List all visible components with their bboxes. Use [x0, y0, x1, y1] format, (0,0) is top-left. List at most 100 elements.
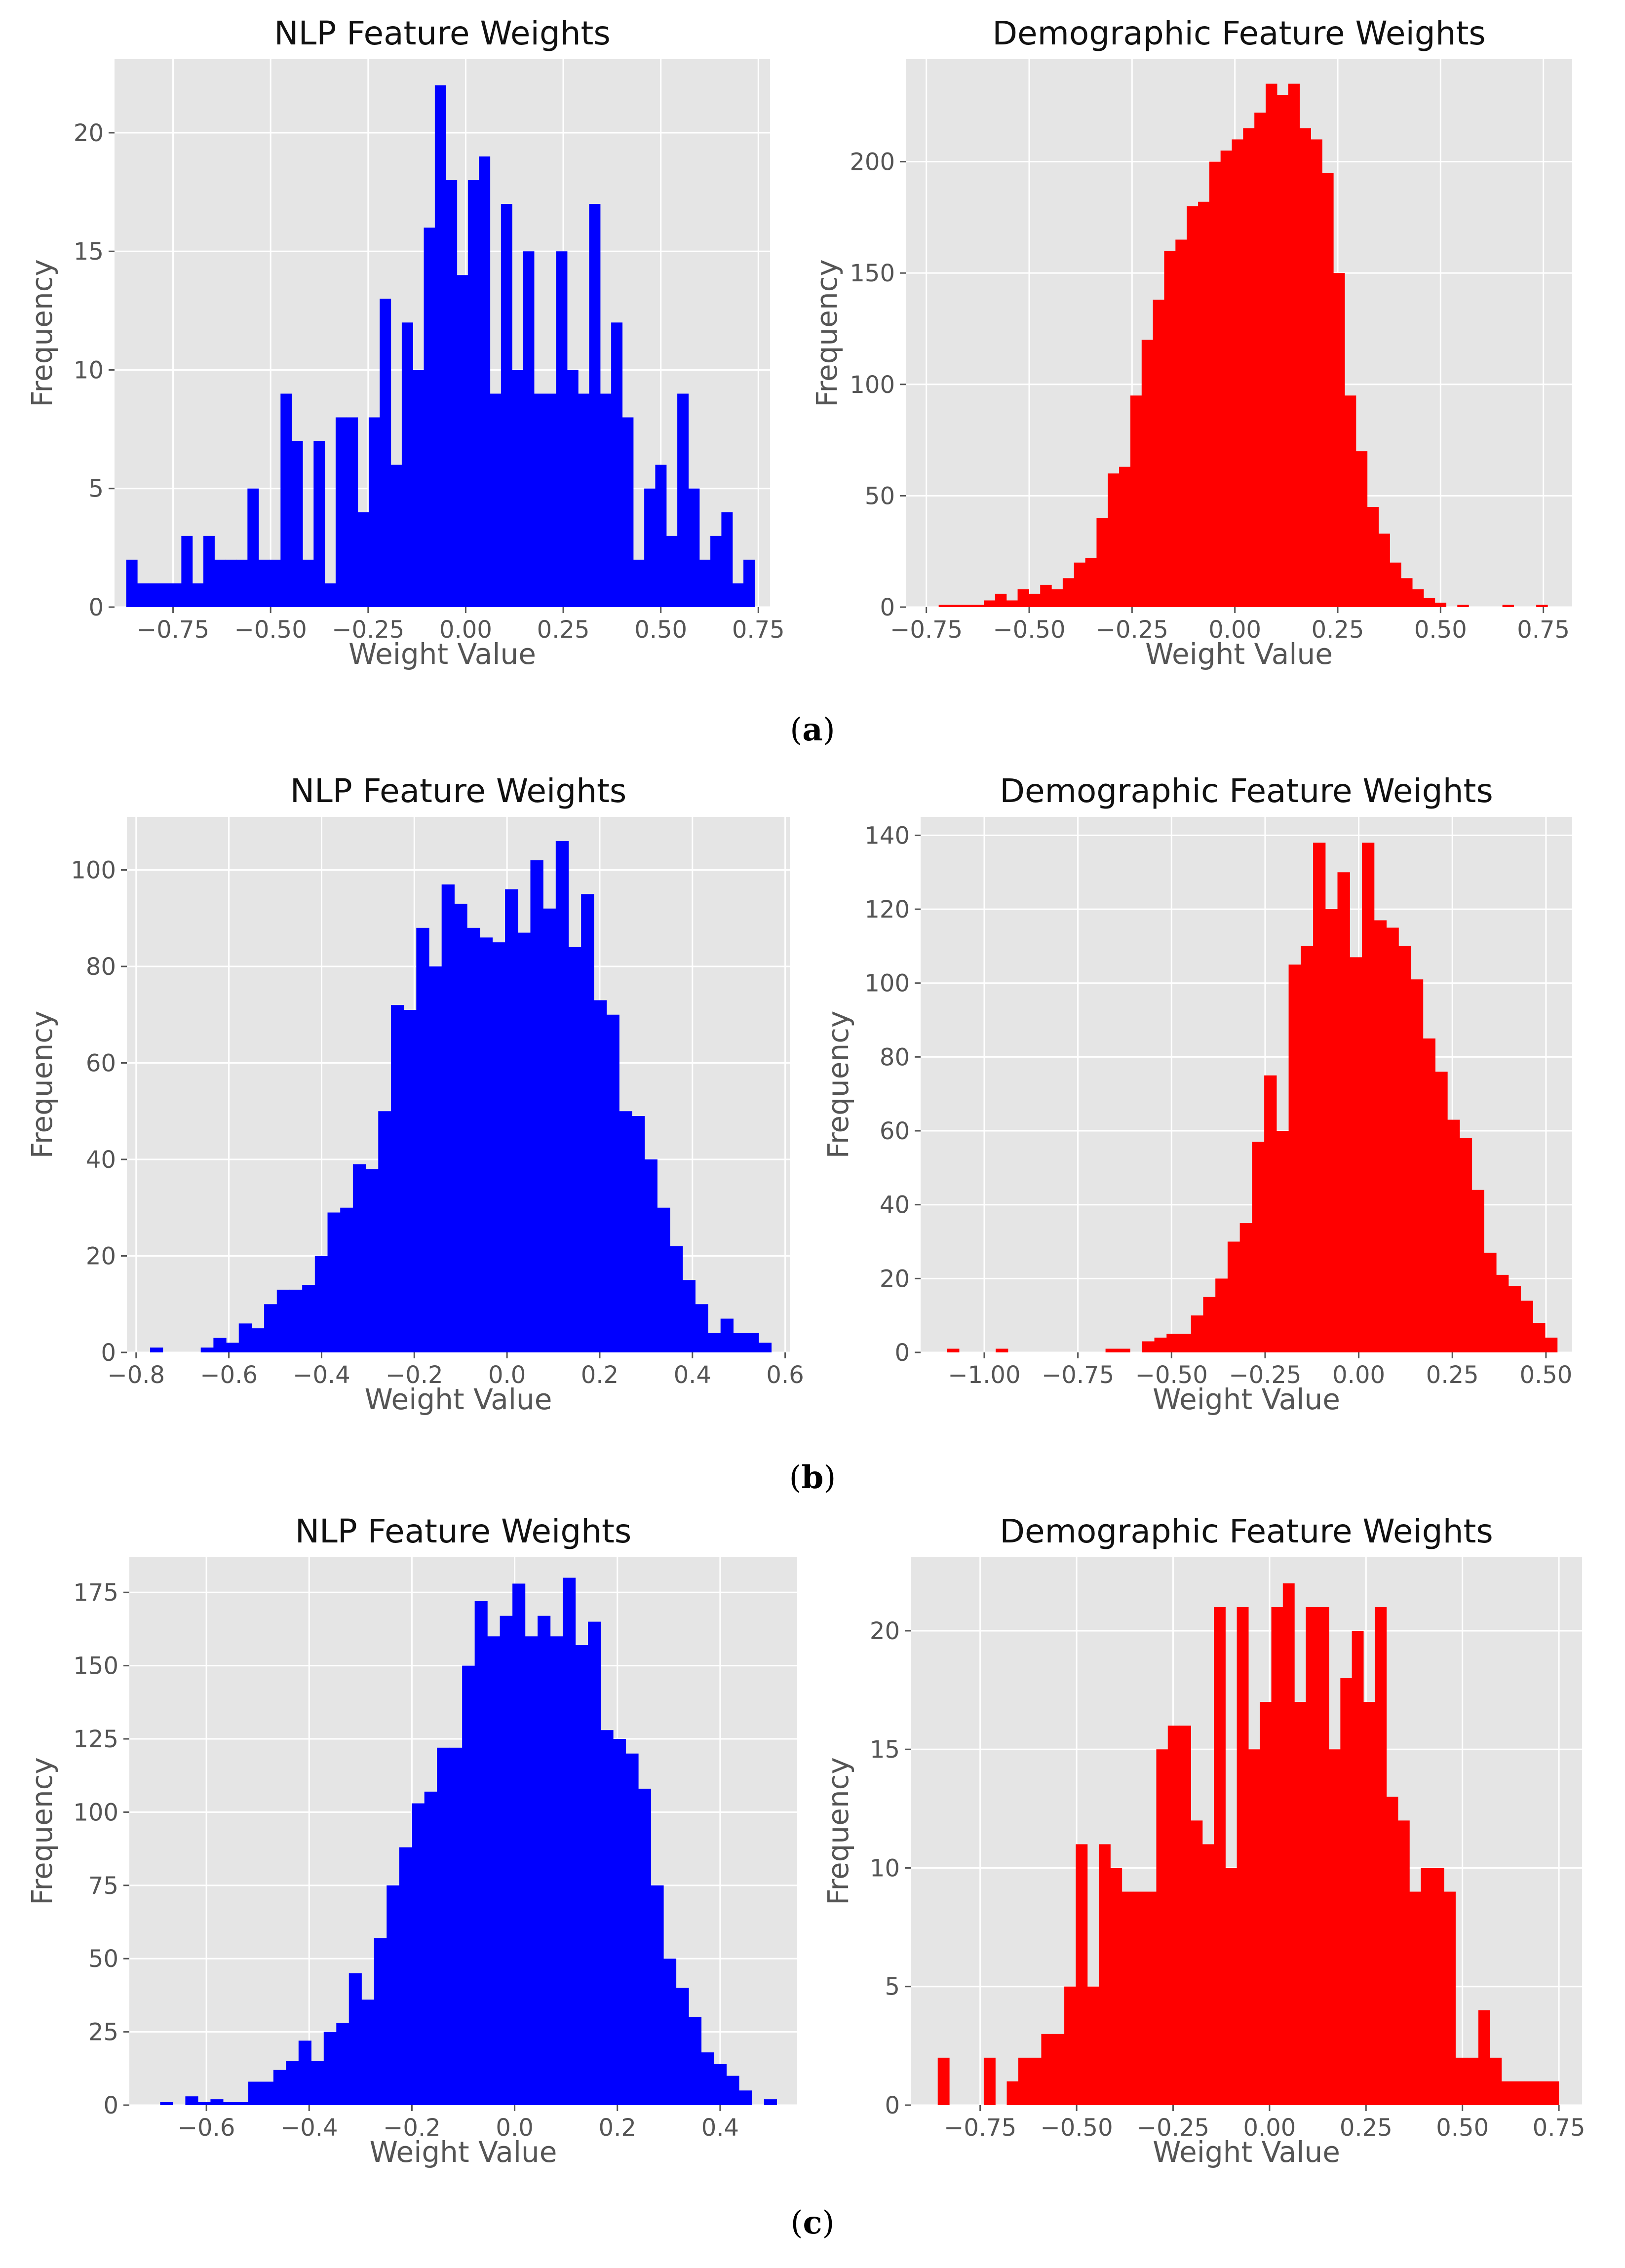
x-tick-label: 0.50: [1436, 2114, 1489, 2142]
histogram-bar: [424, 228, 435, 607]
histogram-bar: [251, 1328, 265, 1352]
histogram-bar: [1496, 1274, 1509, 1352]
histogram-bar: [1006, 600, 1018, 607]
histogram-bar: [361, 1999, 375, 2105]
x-tick-label: −0.8: [108, 1361, 165, 1389]
panel-caption: (c): [791, 2204, 835, 2241]
chart-title: NLP Feature Weights: [295, 1512, 632, 1550]
histogram-bar: [1166, 1334, 1179, 1352]
y-tick-label: 5: [885, 1973, 900, 2001]
y-tick-label: 20: [870, 1617, 900, 1645]
histogram-bar: [1142, 1341, 1155, 1352]
histogram-bar: [1301, 946, 1314, 1352]
histogram-bar: [1288, 964, 1301, 1352]
x-tick-label: −0.25: [1229, 1361, 1301, 1389]
histogram-bar: [247, 488, 259, 607]
histogram-bar: [593, 1000, 607, 1352]
histogram-bar: [1040, 584, 1052, 607]
histogram-bar: [413, 370, 425, 607]
histogram-bar: [1215, 1278, 1228, 1352]
x-axis-label: Weight Value: [365, 1383, 552, 1416]
x-tick-label: 0.0: [488, 1361, 526, 1389]
y-tick-label: 0: [880, 594, 895, 621]
histogram-bar: [512, 370, 524, 607]
histogram-bar: [1337, 872, 1350, 1352]
y-tick-label: 125: [73, 1726, 118, 1753]
y-tick-label: 60: [86, 1050, 116, 1077]
histogram-bar: [1252, 1142, 1265, 1352]
histogram-bar: [1145, 1891, 1157, 2105]
histogram-bar: [1512, 2081, 1525, 2105]
histogram-bar: [501, 204, 512, 607]
histogram-bar: [1374, 920, 1387, 1352]
histogram-bar: [181, 536, 193, 607]
histogram-bar: [1029, 593, 1041, 607]
histogram-bar: [631, 1116, 645, 1352]
histogram-bar: [302, 1285, 315, 1352]
histogram-bar: [289, 1289, 303, 1352]
histogram-bar: [688, 2017, 702, 2105]
histogram-bar: [1352, 1630, 1364, 2105]
histogram-bar: [669, 1246, 683, 1352]
histogram-bar: [479, 156, 491, 607]
histogram-bar: [1087, 1986, 1099, 2105]
x-tick-label: 0.2: [581, 1361, 619, 1389]
histogram-bar: [995, 593, 1007, 607]
histogram-bar: [764, 2099, 777, 2105]
histogram-bar: [1410, 979, 1424, 1352]
histogram-bar: [1423, 598, 1435, 607]
histogram-bar: [947, 1348, 960, 1352]
histogram-bar: [200, 1347, 214, 1352]
x-tick-label: 0.50: [634, 616, 687, 644]
x-tick-label: −0.2: [383, 2114, 441, 2142]
histogram-bar: [1350, 957, 1362, 1352]
histogram-bar: [390, 1005, 404, 1352]
histogram-bar: [203, 536, 215, 607]
histogram-bar: [336, 2023, 349, 2105]
histogram-bar: [1502, 605, 1514, 607]
y-axis-label: Frequency: [25, 1011, 59, 1159]
histogram-bar: [213, 1338, 227, 1352]
caption-letter: b: [802, 1459, 824, 1496]
histogram-bar: [1260, 1702, 1272, 2105]
histogram-chart-5: −0.6 −0.4 −0.2 0.0 0.2 0.4 0 25 50 75 100 125 150 175…: [25, 1512, 797, 2169]
histogram-bar: [160, 2102, 173, 2105]
histogram-bar: [530, 860, 543, 1352]
histogram-bar: [454, 903, 467, 1352]
histogram-bar: [512, 1583, 526, 2105]
histogram-bar: [1141, 340, 1154, 607]
panel-caption: (a): [790, 711, 835, 748]
y-tick-label: 50: [865, 482, 895, 510]
histogram-bar: [387, 1885, 400, 2105]
histogram-bar: [1325, 909, 1338, 1352]
x-tick-label: −0.4: [293, 1361, 350, 1389]
histogram-bar: [424, 1791, 437, 2105]
y-tick-label: 175: [73, 1579, 118, 1607]
chart-title: Demographic Feature Weights: [1000, 1512, 1493, 1550]
histogram-bar: [1154, 1338, 1167, 1352]
histogram-bar: [1110, 1868, 1122, 2105]
x-tick-label: 0.75: [1517, 616, 1570, 644]
histogram-bar: [538, 1615, 551, 2105]
histogram-bar: [1108, 473, 1120, 607]
x-tick-label: 0.0: [496, 2114, 533, 2142]
histogram-bar: [1533, 1323, 1546, 1352]
y-tick-label: 20: [880, 1265, 910, 1293]
histogram-bar: [950, 605, 962, 607]
x-tick-label: −0.4: [280, 2114, 338, 2142]
histogram-bar: [1329, 1749, 1341, 2105]
histogram-bar: [197, 2102, 211, 2105]
histogram-bar: [324, 583, 336, 607]
histogram-bar: [1254, 113, 1266, 608]
histogram-bar: [238, 1323, 252, 1352]
histogram-bar: [380, 299, 391, 607]
chart-title: NLP Feature Weights: [274, 14, 611, 52]
histogram-bar: [938, 605, 951, 607]
histogram-bar: [1243, 128, 1255, 607]
histogram-bar: [401, 322, 413, 607]
y-tick-label: 200: [850, 149, 895, 176]
x-tick-label: 0.50: [1414, 616, 1467, 644]
histogram-bar: [1098, 1844, 1111, 2105]
histogram-bar: [1062, 578, 1075, 607]
